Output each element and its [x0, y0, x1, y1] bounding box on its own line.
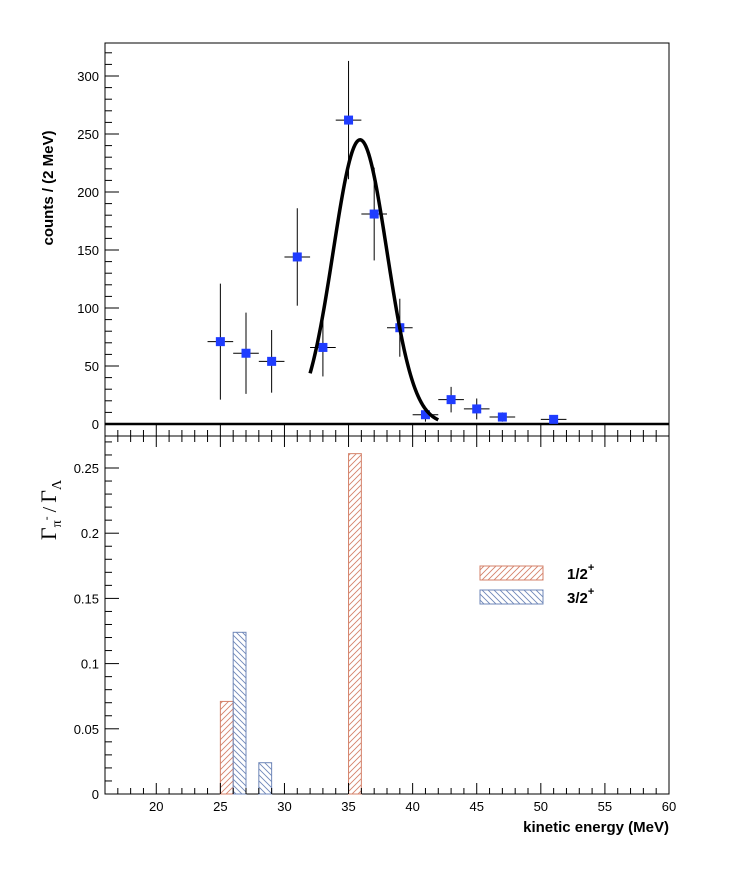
bottom-y-tick-label: 0.2: [81, 526, 99, 541]
top-y-tick-label: 150: [77, 243, 99, 258]
x-tick-labels: 20 25 30 35 40 45 50 55 60: [149, 799, 676, 814]
bar: [232, 631, 247, 795]
point-marker: [292, 252, 302, 262]
top-y-tick-label: 0: [92, 417, 99, 432]
point-marker: [446, 395, 456, 405]
x-tick-label: 55: [598, 799, 612, 814]
bottom-y-tick-label: 0.05: [74, 722, 99, 737]
ylabel-sub-pi: π: [50, 520, 65, 527]
bottom-y-axis-title: Γπ-/ΓΛ: [36, 479, 65, 540]
bar: [348, 453, 362, 795]
top-plot-frame: [104, 42, 670, 437]
data-point: [540, 414, 567, 424]
bar: [258, 762, 273, 795]
point-marker: [241, 348, 251, 358]
x-tick-label: 25: [213, 799, 227, 814]
bar: [219, 700, 234, 795]
data-point: [438, 386, 464, 413]
bottom-y-tick-label: 0.1: [81, 657, 99, 672]
point-marker: [215, 337, 225, 347]
x-tick-label: 30: [277, 799, 291, 814]
bottom-axis-ticks: [105, 436, 670, 795]
ylabel-sup-minus: -: [39, 516, 53, 520]
legend-swatch-three-half: [479, 589, 544, 605]
point-marker: [344, 115, 354, 125]
ylabel-sep: /: [39, 506, 61, 512]
point-marker: [267, 356, 277, 366]
bottom-y-tick-label: 0.25: [74, 461, 99, 476]
top-y-tick-label: 250: [77, 127, 99, 142]
top-y-tick-label: 200: [77, 185, 99, 200]
data-point: [489, 412, 516, 422]
data-point: [310, 318, 336, 377]
data-point: [284, 208, 311, 306]
legend-swatch-half: [479, 565, 544, 581]
top-y-axis-title: counts / (2 MeV): [40, 130, 57, 245]
bottom-y-tick-label: 0.15: [74, 591, 99, 606]
bottom-bars: [219, 453, 362, 795]
ylabel-gamma-2: Γ: [36, 490, 61, 503]
top-panel: 0 50 100 150 200 250 300 counts / (2 MeV): [40, 42, 670, 437]
x-tick-label: 60: [662, 799, 676, 814]
top-axis-ticks: [105, 52, 670, 436]
data-point: [258, 330, 285, 393]
x-axis-title: kinetic energy (MeV): [523, 819, 669, 836]
legend-label-half: 1/2+: [567, 562, 594, 583]
x-tick-label: 40: [405, 799, 419, 814]
x-tick-label: 20: [149, 799, 163, 814]
gaussian-fit-curve: [308, 138, 440, 422]
x-tick-label: 50: [534, 799, 548, 814]
ylabel-sub-lambda: Λ: [50, 479, 65, 490]
point-marker: [472, 404, 482, 414]
point-marker: [549, 414, 559, 424]
bottom-plot-frame: [104, 435, 670, 795]
x-tick-label: 35: [341, 799, 355, 814]
top-y-tick-label: 100: [77, 301, 99, 316]
ylabel-gamma-1: Γ: [36, 527, 61, 540]
bottom-panel: 0 0.05 0.1 0.15 0.2 0.25 20 25 30 35 40 45 50 55 60 k…: [36, 435, 676, 836]
point-marker: [497, 412, 507, 422]
data-point: [207, 283, 234, 400]
bottom-y-tick-label: 0: [92, 787, 99, 802]
data-point: [463, 398, 490, 420]
legend: 1/2+ 3/2+: [479, 562, 594, 607]
point-marker: [318, 342, 328, 352]
bottom-y-tick-labels: 0 0.05 0.1 0.15 0.2 0.25: [74, 461, 99, 802]
point-marker: [369, 209, 379, 219]
top-y-tick-labels: 0 50 100 150 200 250 300: [77, 69, 99, 432]
data-point: [233, 312, 259, 394]
top-y-tick-label: 50: [85, 359, 99, 374]
legend-label-three-half: 3/2+: [567, 586, 594, 607]
point-marker: [420, 410, 430, 420]
svg-text:Γπ-/ΓΛ: Γπ-/ΓΛ: [36, 479, 65, 540]
top-y-tick-label: 300: [77, 69, 99, 84]
x-tick-label: 45: [469, 799, 483, 814]
